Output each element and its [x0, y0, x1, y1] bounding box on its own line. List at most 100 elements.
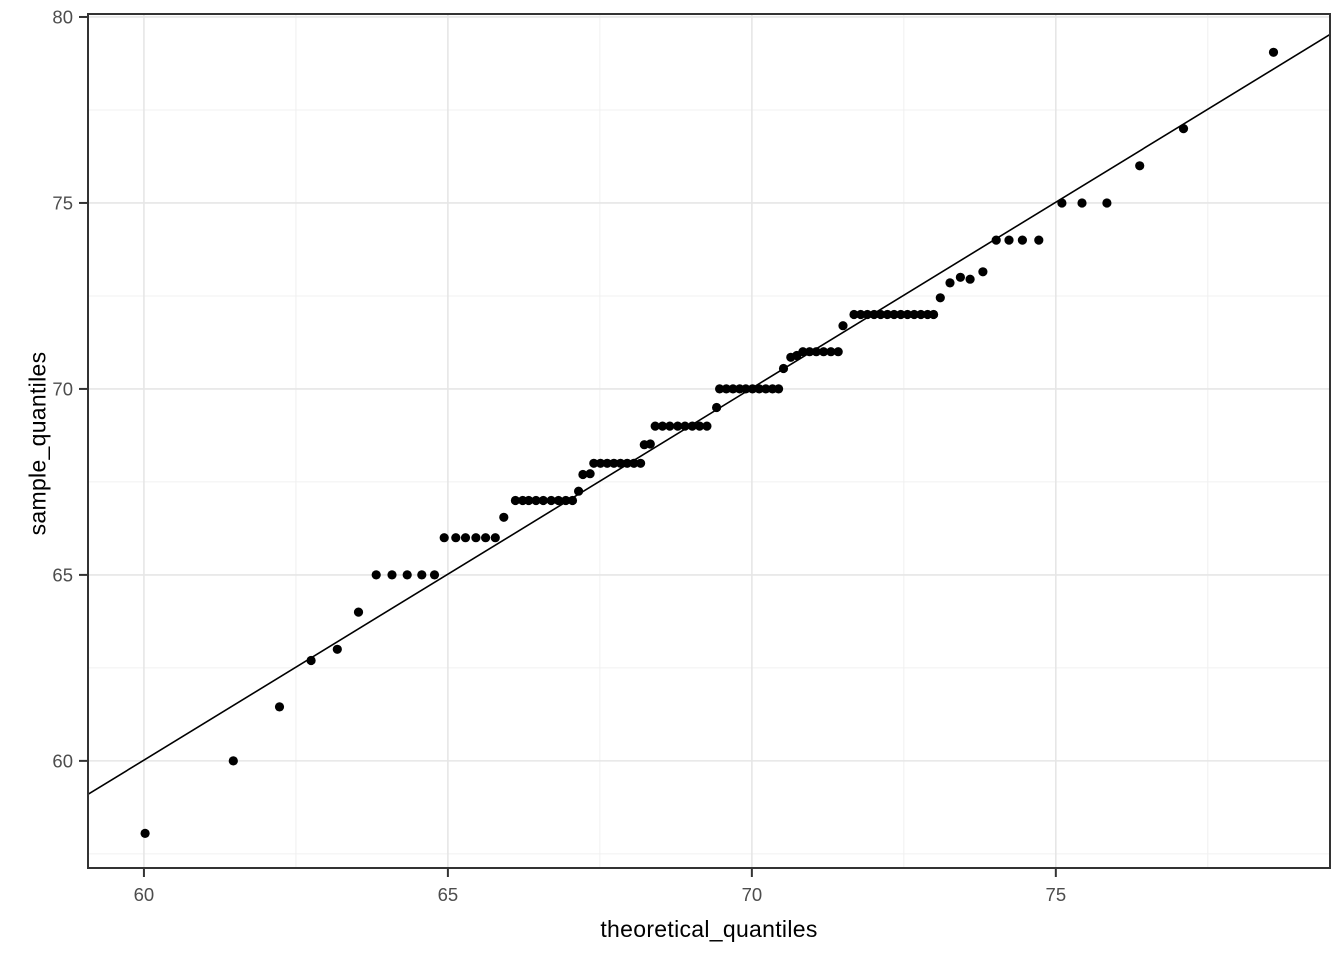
data-point [673, 421, 683, 431]
qq-reference-line [88, 33, 1330, 796]
data-point [589, 458, 599, 468]
data-point [774, 384, 784, 394]
x-axis-tick-label: 65 [438, 884, 459, 905]
data-point [602, 458, 612, 468]
data-point [429, 570, 440, 580]
data-point [991, 235, 1001, 245]
data-point [715, 384, 725, 394]
data-point [546, 495, 556, 506]
data-point [1077, 198, 1087, 208]
data-point [862, 309, 873, 320]
data-point [636, 458, 646, 468]
data-point [371, 570, 381, 580]
data-point [849, 309, 859, 320]
data-point [561, 495, 571, 506]
data-point [645, 439, 655, 449]
data-point [929, 309, 939, 320]
data-point [274, 702, 285, 712]
data-point [798, 347, 808, 357]
data-point [838, 321, 848, 331]
data-point [481, 533, 491, 543]
data-point [332, 644, 342, 654]
data-point [889, 309, 899, 320]
data-point [1268, 47, 1279, 57]
data-point [687, 421, 697, 431]
data-point [1004, 235, 1014, 245]
data-point [826, 347, 836, 357]
data-point [595, 458, 606, 468]
data-point [955, 272, 966, 282]
data-point [778, 363, 789, 374]
data-point [680, 421, 690, 431]
x-axis-tick-label: 75 [1046, 884, 1067, 905]
data-point [811, 347, 821, 357]
y-axis-tick-label: 80 [52, 6, 73, 27]
data-point [622, 458, 632, 468]
x-axis-tick-label: 70 [742, 884, 763, 905]
y-axis-tick-label: 60 [52, 750, 73, 771]
x-axis-title: theoretical_quantiles [600, 916, 818, 942]
data-point [306, 655, 316, 666]
data-point [747, 384, 758, 394]
data-point [1102, 198, 1112, 208]
data-point [896, 309, 906, 320]
data-point [819, 347, 829, 357]
data-point [1017, 235, 1027, 245]
data-point [712, 402, 722, 413]
data-point [805, 347, 815, 357]
data-point [228, 756, 238, 766]
data-point [417, 570, 427, 580]
data-point [702, 421, 712, 431]
data-point [402, 570, 412, 580]
data-point [1178, 124, 1189, 134]
data-point [902, 309, 913, 320]
data-point [650, 421, 660, 431]
data-point [531, 495, 541, 506]
data-point [1034, 235, 1044, 245]
x-axis-tick-label: 60 [134, 884, 155, 905]
data-point [876, 309, 886, 320]
data-point [916, 309, 926, 320]
data-point [510, 495, 520, 506]
data-point [578, 469, 588, 480]
data-point [451, 533, 461, 543]
data-point [728, 384, 738, 394]
data-point [665, 421, 675, 431]
data-point [909, 309, 919, 320]
y-axis-tick-label: 65 [52, 564, 73, 585]
data-point [585, 469, 595, 479]
y-axis-tick-label: 75 [52, 192, 73, 213]
data-point [1135, 161, 1145, 171]
data-point [833, 347, 843, 357]
data-point [553, 495, 564, 506]
data-point [387, 570, 397, 580]
data-point [978, 267, 988, 277]
data-point [695, 421, 705, 431]
panel-border [87, 13, 1331, 869]
data-point [965, 274, 975, 284]
data-point [761, 384, 771, 394]
y-axis-tick-label: 70 [52, 378, 73, 399]
data-point [882, 309, 893, 320]
data-point [567, 495, 578, 506]
data-point [524, 495, 534, 506]
data-point [629, 458, 639, 468]
y-axis-title: sample_quantiles [24, 351, 51, 536]
data-point [615, 458, 626, 468]
data-point [741, 384, 751, 394]
plot-panel [88, 14, 1330, 868]
data-point [140, 828, 150, 839]
data-point [353, 607, 364, 617]
data-point [869, 309, 879, 320]
data-point [460, 533, 471, 543]
data-point [609, 458, 619, 468]
data-point [935, 293, 945, 303]
data-point [945, 278, 955, 288]
data-point [721, 384, 731, 394]
data-point [490, 533, 500, 543]
data-point [754, 384, 764, 394]
data-point [1057, 198, 1067, 208]
data-point [657, 421, 668, 431]
